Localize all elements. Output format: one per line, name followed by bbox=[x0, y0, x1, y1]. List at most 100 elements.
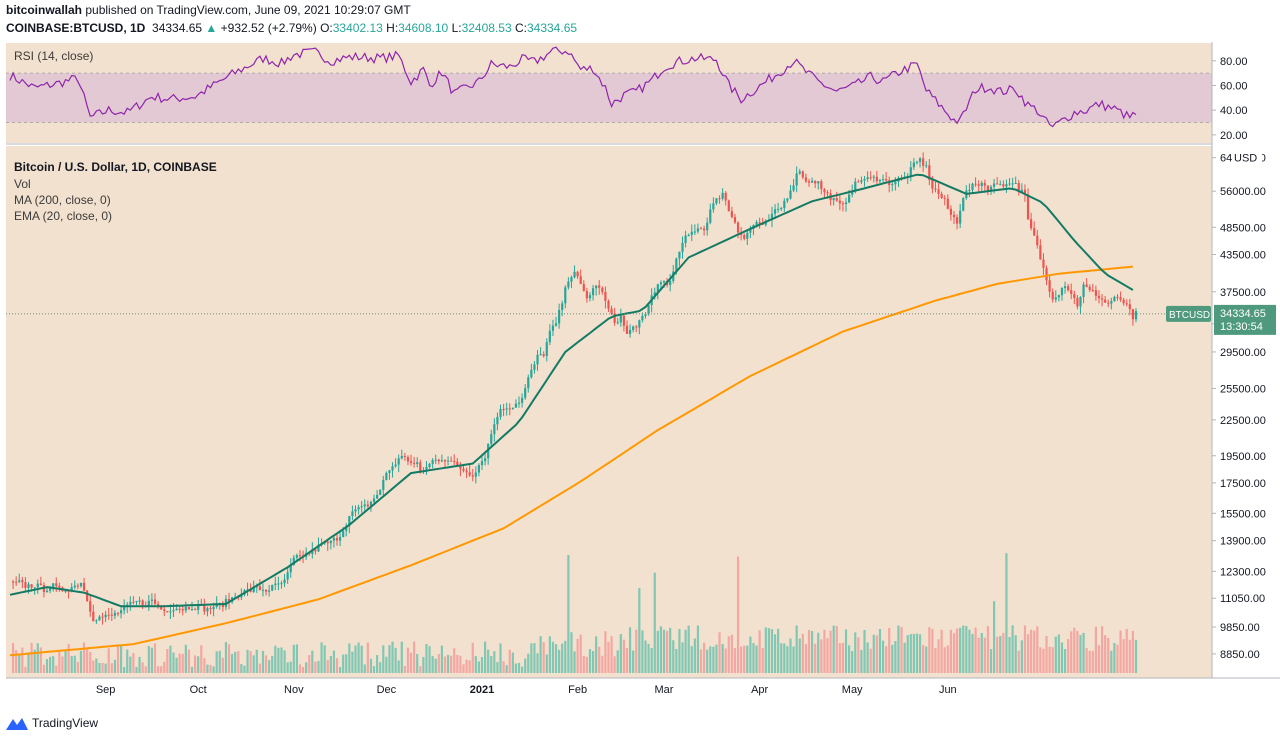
candle bbox=[197, 599, 200, 615]
candle-body bbox=[891, 184, 894, 186]
volume-bar bbox=[187, 649, 191, 673]
volume-bar bbox=[227, 644, 231, 673]
volume-bar bbox=[64, 649, 67, 673]
volume-bar bbox=[888, 627, 891, 673]
candle-body bbox=[95, 620, 98, 622]
volume-bar bbox=[897, 625, 900, 673]
volume-bar bbox=[934, 648, 937, 673]
volume-bar bbox=[82, 642, 86, 673]
time-tick-label: Sep bbox=[96, 684, 116, 696]
volume-bar bbox=[1039, 647, 1042, 673]
candle bbox=[261, 583, 265, 597]
candle-body bbox=[780, 207, 783, 209]
tradingview-footer[interactable]: TradingView bbox=[6, 712, 98, 734]
volume-bar bbox=[749, 636, 752, 673]
candle-body bbox=[1030, 219, 1033, 229]
symbol-tag: BTCUSD bbox=[1169, 310, 1210, 321]
candle bbox=[274, 576, 277, 591]
volume-bar bbox=[70, 656, 73, 673]
candle-body bbox=[986, 185, 990, 192]
candle-body bbox=[755, 222, 758, 225]
volume-bar bbox=[576, 638, 579, 673]
candle-body bbox=[709, 209, 712, 223]
candle-body bbox=[1023, 189, 1027, 195]
candle bbox=[508, 403, 511, 416]
candle-body bbox=[971, 183, 974, 191]
candle-body bbox=[366, 504, 369, 507]
volume-bar bbox=[545, 654, 548, 673]
candle-body bbox=[601, 287, 604, 292]
candle-body bbox=[1079, 296, 1082, 307]
volume-bar bbox=[459, 655, 462, 673]
candle bbox=[949, 205, 953, 221]
volume-bar bbox=[527, 653, 530, 673]
candle-body bbox=[712, 203, 715, 210]
candle-body bbox=[508, 408, 511, 410]
volume-bar bbox=[715, 644, 718, 673]
candle bbox=[95, 619, 98, 624]
volume-bar bbox=[1073, 627, 1076, 673]
volume-bar bbox=[974, 627, 977, 673]
candle-body bbox=[126, 604, 129, 606]
candle-body bbox=[647, 304, 650, 315]
candle-body bbox=[561, 303, 564, 311]
candle bbox=[400, 449, 403, 460]
candle bbox=[206, 606, 209, 617]
candle-body bbox=[166, 611, 169, 613]
volume-bar bbox=[351, 651, 354, 673]
candle-body bbox=[925, 165, 928, 167]
volume-bar bbox=[724, 648, 727, 673]
candle-body bbox=[11, 581, 15, 583]
candle bbox=[955, 214, 959, 230]
candle-body bbox=[715, 198, 718, 204]
candle-body bbox=[690, 231, 693, 235]
candle bbox=[616, 317, 619, 325]
candle-body bbox=[135, 600, 138, 602]
volume-bar bbox=[1070, 631, 1073, 673]
candle-body bbox=[212, 606, 215, 610]
chart-canvas[interactable]: 80.0060.0040.0020.0064000.0056000.004850… bbox=[0, 38, 1280, 710]
volume-bar bbox=[755, 645, 758, 673]
volume-bar bbox=[844, 629, 848, 673]
volume-bar bbox=[1097, 645, 1101, 673]
volume-bar bbox=[292, 644, 295, 673]
volume-bar bbox=[1033, 630, 1036, 673]
volume-bar bbox=[965, 626, 968, 673]
candle-body bbox=[483, 458, 487, 462]
price-tick-label: 12300.00 bbox=[1220, 566, 1266, 578]
candle-body bbox=[1033, 228, 1036, 236]
author-name[interactable]: bitcoinwallah bbox=[6, 3, 83, 17]
candle-body bbox=[823, 189, 826, 193]
candle-body bbox=[918, 158, 922, 162]
candle bbox=[338, 530, 342, 547]
candle bbox=[773, 204, 777, 220]
volume-bar bbox=[669, 627, 672, 673]
candle-body bbox=[345, 525, 348, 531]
volume-bar bbox=[345, 654, 348, 673]
candle-body bbox=[1060, 288, 1064, 296]
candle bbox=[545, 338, 548, 362]
volume-bar bbox=[551, 641, 555, 673]
candle bbox=[428, 462, 431, 469]
volume-bar bbox=[848, 645, 851, 673]
candle-body bbox=[551, 325, 555, 331]
candle-body bbox=[234, 596, 237, 598]
candle bbox=[579, 269, 582, 285]
candle bbox=[1088, 284, 1091, 293]
volume-bar bbox=[1011, 625, 1014, 673]
volume-bar bbox=[653, 572, 656, 673]
candle bbox=[696, 223, 700, 234]
volume-bar bbox=[1051, 647, 1054, 673]
candle-body bbox=[360, 506, 363, 508]
volume-bar bbox=[792, 646, 795, 673]
volume-bar bbox=[416, 654, 419, 673]
candle-body bbox=[264, 589, 268, 592]
volume-bar bbox=[863, 629, 866, 673]
close-value: 34334.65 bbox=[526, 21, 578, 35]
candle-body bbox=[1026, 194, 1030, 220]
candle-body bbox=[1054, 297, 1057, 300]
candle bbox=[468, 465, 471, 477]
volume-bar bbox=[928, 627, 931, 673]
candle-body bbox=[82, 582, 86, 591]
candle bbox=[397, 454, 400, 473]
